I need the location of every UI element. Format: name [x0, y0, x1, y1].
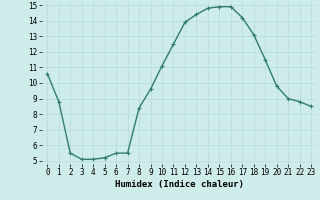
X-axis label: Humidex (Indice chaleur): Humidex (Indice chaleur): [115, 180, 244, 189]
